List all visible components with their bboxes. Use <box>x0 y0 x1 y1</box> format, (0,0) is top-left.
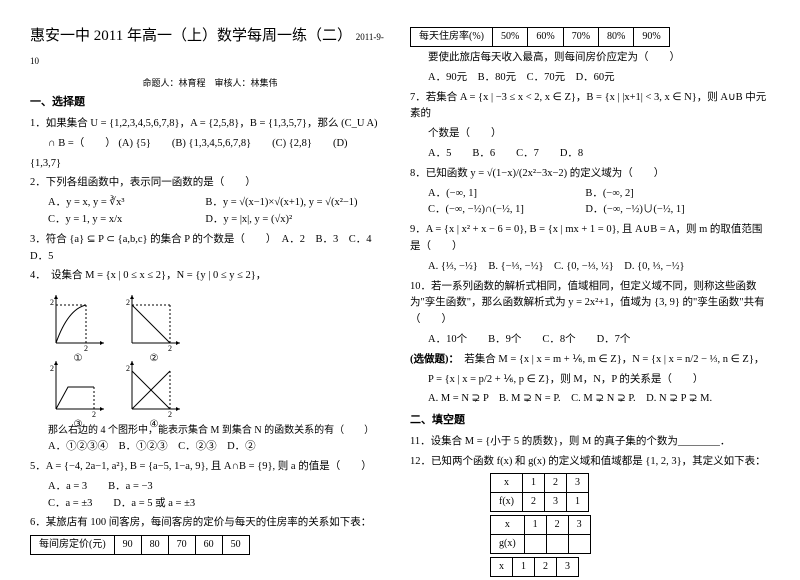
q9-opts: A. {⅓, −½} B. {−⅓, −½} C. {0, −⅓, ½} D. … <box>428 259 770 276</box>
q5-opts: A．a = 3 B．a = −3 <box>48 479 390 496</box>
graph-4: 22 ④ <box>124 357 184 417</box>
optional-opts: A. M = N ⊋ P B. M ⊋ N = P. C. M ⊋ N ⊋ P.… <box>428 391 770 408</box>
q6: 6．某旅店有 100 间客房，每间客房的定价与每天的住房率的关系如下表： <box>30 515 390 532</box>
svg-text:2: 2 <box>92 410 96 417</box>
exam-title: 惠安一中 2011 年高一（上）数学每周一练（二） 2011-9-10 <box>30 24 390 72</box>
svg-text:2: 2 <box>126 364 130 373</box>
section-2: 二、填空题 <box>410 412 770 430</box>
q12: 12．已知两个函数 f(x) 和 g(x) 的定义域和值域都是 {1, 2, 3… <box>410 454 770 471</box>
graph-2: 22 ② <box>124 291 184 351</box>
q6-b: 要使此旅店每天收入最高，则每间房价应定为（ ） <box>428 50 770 67</box>
svg-text:2: 2 <box>168 344 172 351</box>
q7-b: 个数是（ ） <box>428 126 770 143</box>
table-x: x123 <box>490 557 579 577</box>
optional: (选做题)： 若集合 M = {x | x = m + ⅙, m ∈ Z}，N … <box>410 352 770 369</box>
q3: 3．符合 {a} ⊆ P ⊂ {a,b,c} 的集合 P 的个数是（ ） A．2… <box>30 232 390 266</box>
table-f: x123 f(x)231 <box>490 473 589 512</box>
graph-3: 22 ③ <box>48 357 108 417</box>
q1: 1．如果集合 U = {1,2,3,4,5,6,7,8}，A = {2,5,8}… <box>30 116 390 133</box>
svg-text:2: 2 <box>50 298 54 307</box>
q8: 8．已知函数 y = √(1−x)/(2x²−3x−2) 的定义域为（ ） <box>410 166 770 183</box>
authors: 命题人：林育程 审核人：林集伟 <box>30 76 390 90</box>
q1-cont: ∩ B =（ ） (A) {5} (B) {1,3,4,5,6,7,8} (C)… <box>48 136 390 153</box>
q6-opts: A．90元 B．80元 C．70元 D．60元 <box>428 70 770 87</box>
q4-opts: A．①②③④ B．①②③ C．②③ D．② <box>48 439 390 456</box>
q2: 2．下列各组函数中，表示同一函数的是（ ） <box>30 175 390 192</box>
svg-text:2: 2 <box>84 344 88 351</box>
q1-ans: {1,3,7} <box>30 156 390 173</box>
q10: 10．若一系列函数的解析式相同，值域相同，但定义域不同，则称这些函数为"孪生函数… <box>410 279 770 329</box>
optional-2: P = {x | x = p/2 + ⅙, p ∈ Z}，则 M，N，P 的关系… <box>428 372 770 389</box>
graphs-row2: 22 ③ 22 ④ <box>48 357 390 417</box>
section-1: 一、选择题 <box>30 94 390 112</box>
q4: 4． 设集合 M = {x | 0 ≤ x ≤ 2}，N = {y | 0 ≤ … <box>30 268 390 285</box>
q9: 9．A = {x | x² + x − 6 = 0}, B = {x | mx … <box>410 222 770 256</box>
right-column: 每天住房率(%)50%60%70%80%90% 要使此旅店每天收入最高，则每间房… <box>410 24 770 580</box>
q8-opts: A．(−∞, 1]B．(−∞, 2] C．(−∞, −½)∩(−½, 1]D．(… <box>428 186 770 220</box>
table-g: x123 g(x) <box>490 515 591 554</box>
svg-text:2: 2 <box>50 364 54 373</box>
graph-1: 22 ① <box>48 291 108 351</box>
q10-opts: A．10个 B．9个 C．8个 D．7个 <box>428 332 770 349</box>
q11: 11．设集合 M = {小于 5 的质数}，则 M 的真子集的个数为______… <box>410 434 770 451</box>
q5-opts2: C．a = ±3 D．a = 5 或 a = ±3 <box>48 496 390 513</box>
graphs-row1: 22 ① 22 ② <box>48 291 390 351</box>
svg-text:2: 2 <box>126 298 130 307</box>
q7-opts: A．5 B．6 C．7 D．8 <box>428 146 770 163</box>
left-column: 惠安一中 2011 年高一（上）数学每周一练（二） 2011-9-10 命题人：… <box>30 24 390 580</box>
svg-text:2: 2 <box>168 410 172 417</box>
q7: 7．若集合 A = {x | −3 ≤ x < 2, x ∈ Z}，B = {x… <box>410 90 770 124</box>
price-table: 每间房定价(元)9080706050 <box>30 535 250 555</box>
q5: 5．A = {−4, 2a−1, a²}, B = {a−5, 1−a, 9},… <box>30 459 390 476</box>
q2-opts: A．y = x, y = ∛x³B．y = √(x−1)×√(x+1), y =… <box>48 195 390 229</box>
rate-table: 每天住房率(%)50%60%70%80%90% <box>410 27 670 47</box>
